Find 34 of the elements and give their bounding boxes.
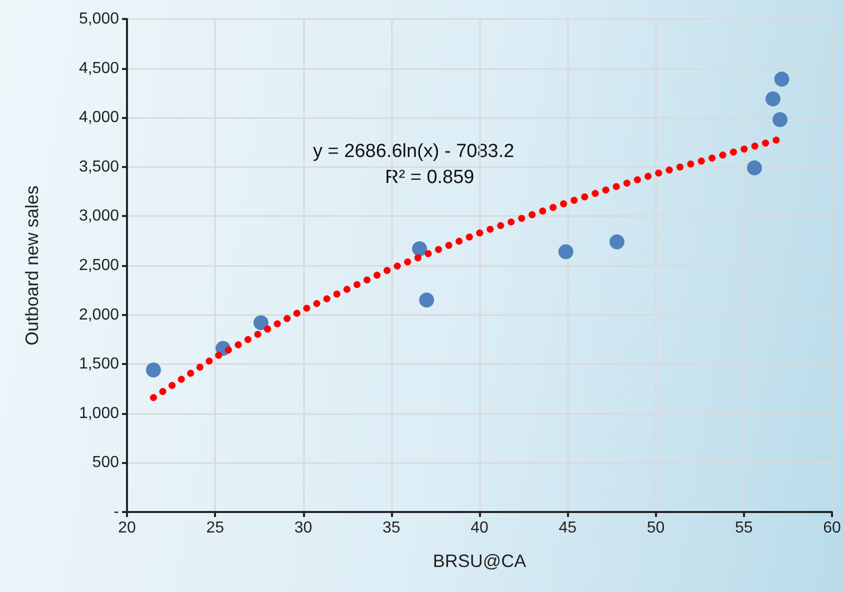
- y-tick-label: 1,000: [78, 404, 120, 422]
- point: [609, 234, 624, 250]
- y-axis-title: Outboard new sales: [22, 185, 42, 346]
- y-tick-label: -: [114, 504, 119, 520]
- x-tick-label: 40: [470, 520, 488, 536]
- x-tick-label: 55: [734, 520, 753, 536]
- x-tick-label: 50: [646, 520, 665, 536]
- point: [774, 72, 790, 87]
- y-tick-label: 4,500: [78, 60, 120, 77]
- point: [419, 292, 434, 308]
- point: [146, 362, 161, 378]
- y-tick-label: 4,000: [78, 109, 120, 126]
- x-tick-label: 60: [823, 520, 841, 536]
- y-tick-label: 1,500: [78, 356, 120, 373]
- point: [772, 112, 788, 128]
- x-tick-label: 45: [558, 520, 577, 536]
- point: [558, 244, 574, 260]
- x-axis-title: BRSU@CA: [432, 551, 526, 571]
- y-tick-label: 5,000: [78, 10, 120, 28]
- x-tick-label: 20: [118, 520, 136, 536]
- x-tick-label: 35: [382, 520, 400, 536]
- y-tick-label: 2,500: [78, 257, 120, 274]
- point: [253, 315, 268, 330]
- annotation: y = 2686.6ln(x) - 7083.2: [313, 141, 514, 162]
- point: [412, 241, 428, 256]
- y-tick-label: 3,000: [78, 208, 120, 225]
- x-tick-label: 25: [206, 520, 224, 536]
- y-tick-label: 3,500: [78, 158, 120, 176]
- y-tick-label: 500: [92, 454, 120, 472]
- point: [765, 91, 780, 106]
- point: [746, 160, 762, 176]
- annotation: R² = 0.859: [385, 167, 474, 188]
- x-tick-label: 30: [294, 520, 312, 536]
- y-tick-label: 2,000: [78, 306, 120, 324]
